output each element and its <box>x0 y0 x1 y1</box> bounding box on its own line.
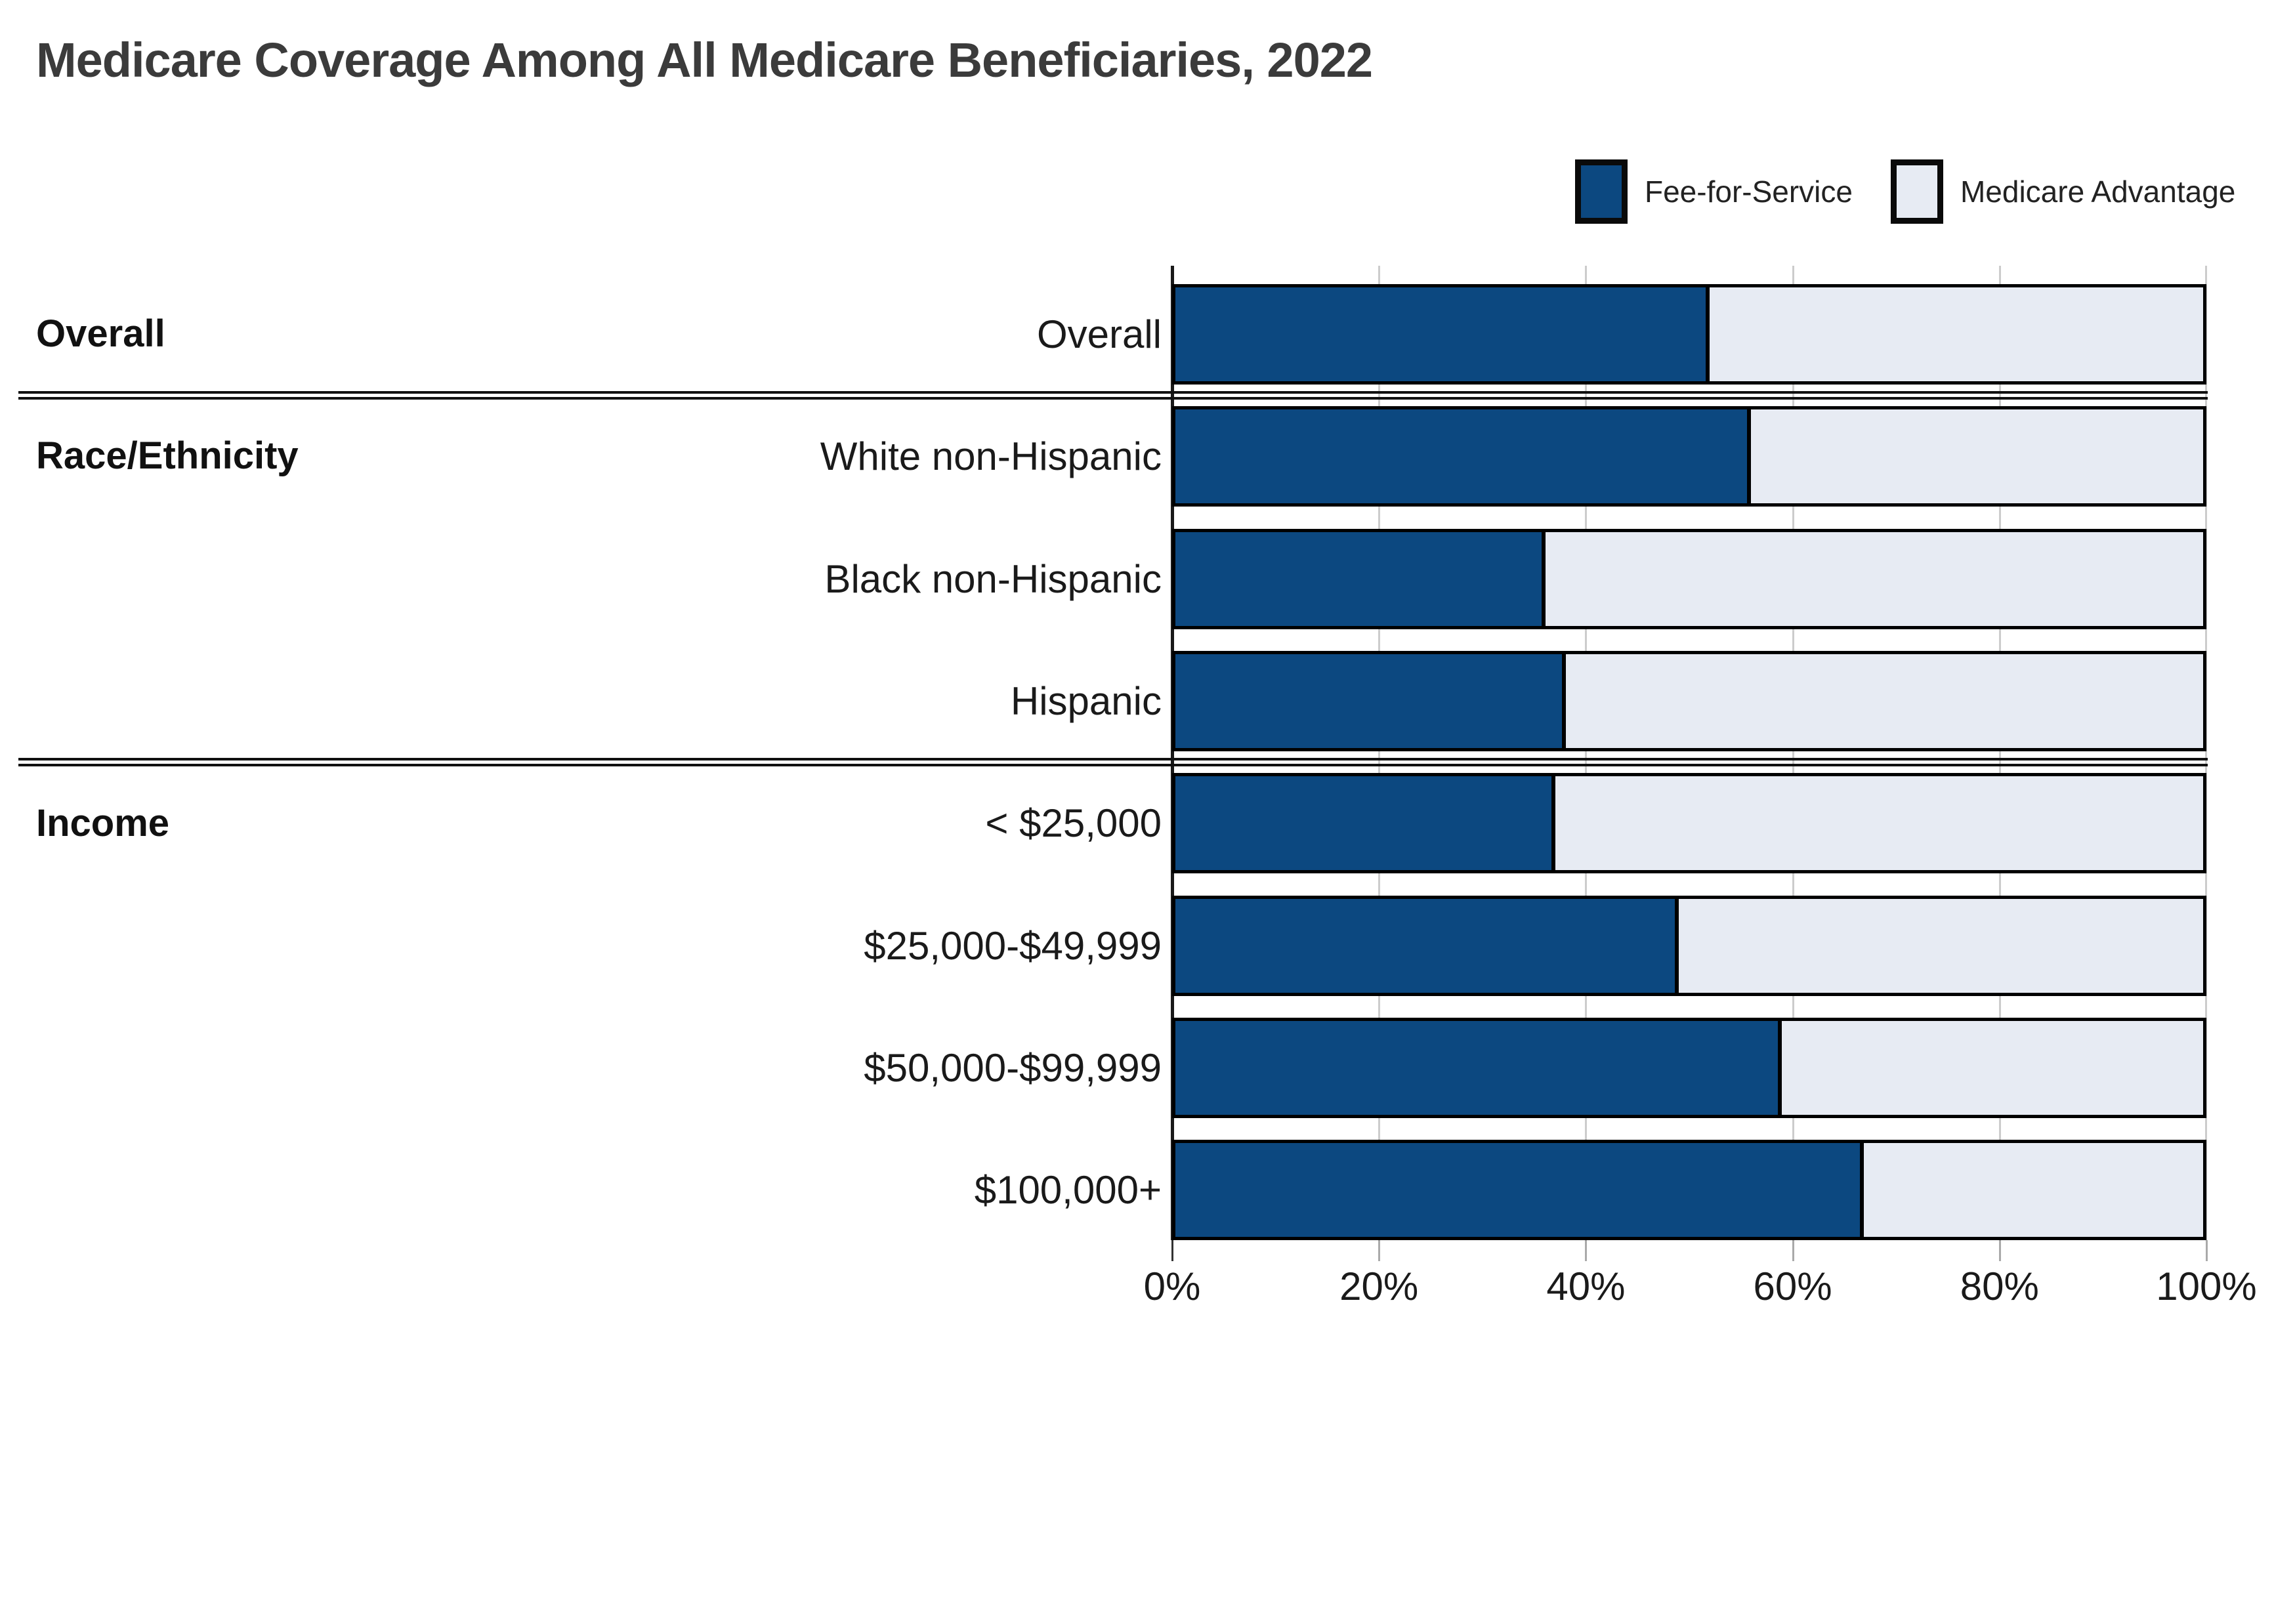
legend-swatch-medicare-advantage <box>1890 159 1943 224</box>
gridline-100 <box>2205 266 2207 1240</box>
legend-item-fee-for-service: Fee-for-Service <box>1575 159 1853 224</box>
x-tick-label-80: 80% <box>1960 1264 2039 1308</box>
bar-segment-fee-for-service <box>1175 1143 1864 1237</box>
legend-item-medicare-advantage: Medicare Advantage <box>1890 159 2236 224</box>
bar-segment-fee-for-service <box>1175 409 1751 503</box>
bar-segment-fee-for-service <box>1175 654 1567 748</box>
bar-segment-medicare-advantage <box>1679 899 2203 993</box>
bar-segment-fee-for-service <box>1175 287 1710 381</box>
x-tick-100 <box>2206 1240 2208 1261</box>
bar-row-50000-99999 <box>1172 1018 2206 1118</box>
gridline-80 <box>1998 266 2001 1240</box>
bar-row-white-non-hispanic <box>1172 406 2206 507</box>
row-label: Overall <box>1036 312 1162 356</box>
bar-segment-medicare-advantage <box>1555 776 2203 870</box>
x-tick-60 <box>1792 1240 1794 1261</box>
x-tick-20 <box>1378 1240 1381 1261</box>
x-tick-label-100: 100% <box>2156 1264 2257 1308</box>
x-tick-label-20: 20% <box>1339 1264 1419 1308</box>
bar-segment-fee-for-service <box>1175 776 1556 870</box>
bar-row-hispanic <box>1172 651 2206 751</box>
x-tick-label-40: 40% <box>1546 1264 1626 1308</box>
section-separator <box>18 391 2208 400</box>
x-tick-label-0: 0% <box>1143 1264 1201 1308</box>
row-label: Black non-Hispanic <box>824 556 1162 601</box>
row-label: Hispanic <box>1010 678 1162 723</box>
legend-label-medicare-advantage: Medicare Advantage <box>1960 175 2236 209</box>
bar-row-under-25000 <box>1172 773 2206 873</box>
group-label-race-ethnicity: Race/Ethnicity <box>36 434 299 477</box>
bar-segment-fee-for-service <box>1175 532 1546 626</box>
bar-row-overall <box>1172 284 2206 385</box>
gridline-60 <box>1792 266 1794 1240</box>
bar-segment-medicare-advantage <box>1545 532 2203 626</box>
section-separator <box>18 758 2208 766</box>
bar-segment-fee-for-service <box>1175 1021 1782 1115</box>
x-tick-0 <box>1171 1240 1173 1261</box>
bar-segment-fee-for-service <box>1175 899 1679 993</box>
plot-area: 0% 20% 40% 60% 80% 100% <box>1144 266 2257 1308</box>
bar-segment-medicare-advantage <box>1781 1021 2203 1115</box>
bar-row-100000-plus <box>1172 1140 2206 1240</box>
chart-title: Medicare Coverage Among All Medicare Ben… <box>36 33 1373 87</box>
legend-label-fee-for-service: Fee-for-Service <box>1645 175 1853 209</box>
bar-segment-medicare-advantage <box>1710 287 2203 381</box>
x-tick-label-60: 60% <box>1753 1264 1832 1308</box>
group-label-income: Income <box>36 802 170 844</box>
bar-segment-medicare-advantage <box>1864 1143 2203 1237</box>
x-tick-80 <box>1998 1240 2001 1261</box>
group-label-overall: Overall <box>36 312 165 355</box>
row-label: White non-Hispanic <box>820 434 1162 478</box>
bar-row-black-non-hispanic <box>1172 529 2206 629</box>
gridline-20 <box>1378 266 1381 1240</box>
legend-swatch-fee-for-service <box>1575 159 1628 224</box>
y-axis-line <box>1171 266 1174 1240</box>
bar-segment-medicare-advantage <box>1750 409 2203 503</box>
row-label: < $25,000 <box>985 801 1162 845</box>
legend: Fee-for-Service Medicare Advantage <box>1575 159 2236 224</box>
bar-segment-medicare-advantage <box>1566 654 2203 748</box>
bar-row-25000-49999 <box>1172 896 2206 996</box>
row-label: $25,000-$49,999 <box>864 923 1162 968</box>
row-label: $50,000-$99,999 <box>864 1045 1162 1090</box>
gridline-40 <box>1585 266 1588 1240</box>
x-tick-40 <box>1585 1240 1588 1261</box>
row-label: $100,000+ <box>974 1167 1162 1212</box>
